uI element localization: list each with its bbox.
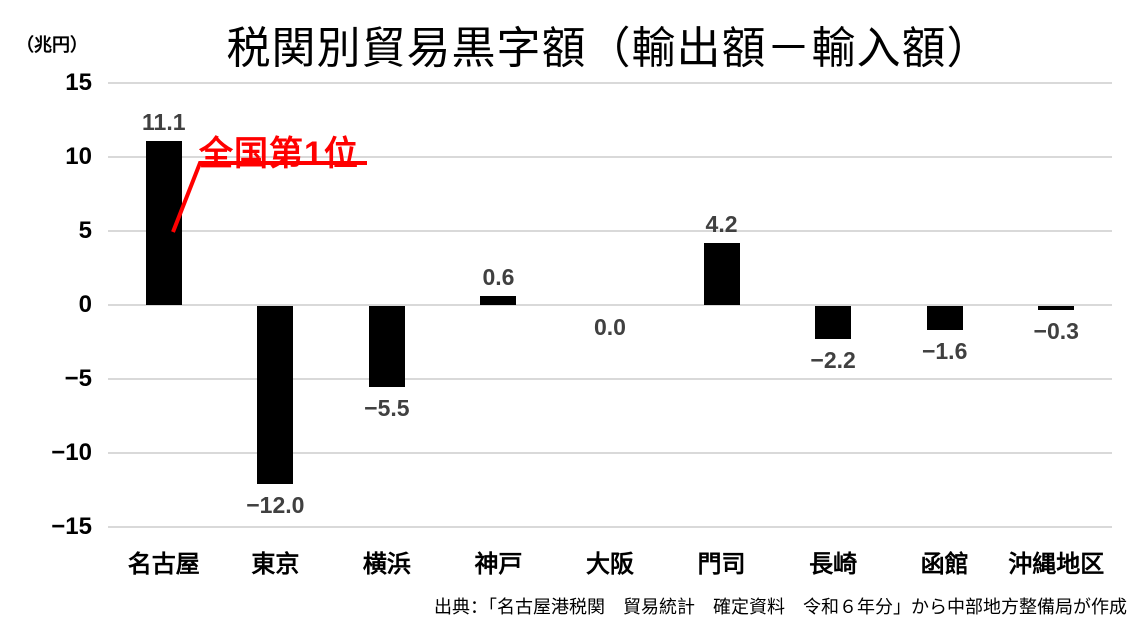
y-tick-label--5: −5 xyxy=(64,365,92,392)
bar-0 xyxy=(145,140,182,305)
gridline-5 xyxy=(108,230,1112,232)
chart-title: 税関別貿易黒字額（輸出額－輸入額） xyxy=(226,24,992,73)
gridline-15 xyxy=(108,82,1112,84)
gridline--5 xyxy=(108,378,1112,380)
gridline--10 xyxy=(108,452,1112,454)
source-note: 出典：「名古屋港税関 貿易統計 確定資料 令和６年分」から中部地方整備局が作成 xyxy=(434,597,1127,617)
bar-1 xyxy=(257,306,294,484)
bar-2 xyxy=(368,306,405,388)
y-tick-label-0: 0 xyxy=(78,291,92,318)
value-label-1: −12.0 xyxy=(246,491,305,518)
category-label-8: 沖縄地区 xyxy=(1008,551,1105,578)
value-label-4: 0.0 xyxy=(594,314,626,340)
category-label-7: 函館 xyxy=(920,551,969,578)
bar-6 xyxy=(815,306,852,339)
category-label-5: 門司 xyxy=(697,551,746,578)
value-label-2: −5.5 xyxy=(364,395,410,422)
y-axis-unit-label: （兆円） xyxy=(16,35,88,55)
y-tick-label-10: 10 xyxy=(65,143,92,170)
gridline--15 xyxy=(108,526,1112,528)
bar-5 xyxy=(703,242,740,305)
category-label-1: 東京 xyxy=(251,551,300,578)
bar-7 xyxy=(926,306,963,330)
value-label-5: 4.2 xyxy=(705,210,738,237)
bar-8 xyxy=(1038,306,1075,311)
category-label-2: 横浜 xyxy=(362,551,411,578)
y-tick-label--10: −10 xyxy=(51,439,92,466)
bar-3 xyxy=(480,296,517,305)
y-tick-label-5: 5 xyxy=(78,217,92,244)
value-label-8: −0.3 xyxy=(1033,318,1079,345)
category-label-3: 神戸 xyxy=(474,551,523,578)
value-label-3: 0.6 xyxy=(482,264,515,291)
value-label-6: −2.2 xyxy=(810,346,856,373)
annotation-label: 全国第1位 xyxy=(199,135,359,173)
gridline-0 xyxy=(108,304,1112,306)
category-label-4: 大阪 xyxy=(586,551,634,578)
gridline-10 xyxy=(108,156,1112,158)
category-label-6: 長崎 xyxy=(809,551,858,578)
value-label-0: 11.1 xyxy=(142,108,186,135)
value-label-7: −1.6 xyxy=(921,337,968,364)
y-tick-label-15: 15 xyxy=(65,69,92,96)
category-label-0: 名古屋 xyxy=(127,551,200,578)
y-tick-label--15: −15 xyxy=(51,513,92,540)
